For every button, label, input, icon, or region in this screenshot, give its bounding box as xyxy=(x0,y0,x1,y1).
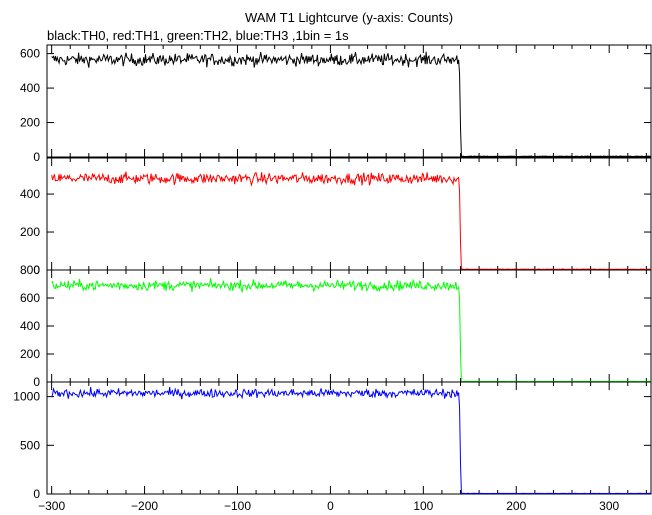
y-tick-label: 0 xyxy=(33,375,40,389)
x-tick-label: 0 xyxy=(327,499,334,513)
x-tick-label: −300 xyxy=(38,499,65,513)
y-tick-label: 400 xyxy=(20,319,40,333)
y-tick-label: 1000 xyxy=(13,390,40,404)
y-tick-label: 600 xyxy=(20,47,40,61)
panel-frame xyxy=(46,381,652,495)
panel-frame xyxy=(46,269,652,383)
x-tick-label: −200 xyxy=(131,499,158,513)
y-tick-label: 200 xyxy=(20,347,40,361)
y-tick-label: 0 xyxy=(33,263,40,277)
series-line-th0 xyxy=(51,51,652,158)
x-tick-label: 200 xyxy=(506,499,526,513)
y-tick-label: 400 xyxy=(20,81,40,95)
x-tick-label: −100 xyxy=(224,499,251,513)
y-tick-label: 200 xyxy=(20,116,40,130)
y-tick-label: 0 xyxy=(33,487,40,501)
y-tick-label: 600 xyxy=(20,291,40,305)
y-tick-label: 400 xyxy=(20,187,40,201)
y-tick-label: 800 xyxy=(20,263,40,277)
series-line-th1 xyxy=(51,171,652,271)
chart-subtitle: black:TH0, red:TH1, green:TH2, blue:TH3 … xyxy=(47,28,349,43)
y-tick-label: 0 xyxy=(33,150,40,164)
panel-th0: 0 200 400 600 xyxy=(20,44,652,164)
series-line-th2 xyxy=(51,278,652,383)
chart-panels: 02004006000200400020040060080005001000−3… xyxy=(13,44,652,513)
y-tick-label: 200 xyxy=(20,225,40,239)
series-line-th3 xyxy=(51,386,652,495)
panel-th2: 0 200 400 600 800 xyxy=(20,263,652,389)
panel-th3: 0 500 1000 xyxy=(13,381,652,501)
panel-th1: 0 200 400 xyxy=(20,157,652,277)
y-tick-label: 500 xyxy=(20,438,40,452)
x-tick-label: 300 xyxy=(599,499,619,513)
x-tick-label: 100 xyxy=(413,499,433,513)
chart-title: WAM T1 Lightcurve (y-axis: Counts) xyxy=(245,10,453,25)
